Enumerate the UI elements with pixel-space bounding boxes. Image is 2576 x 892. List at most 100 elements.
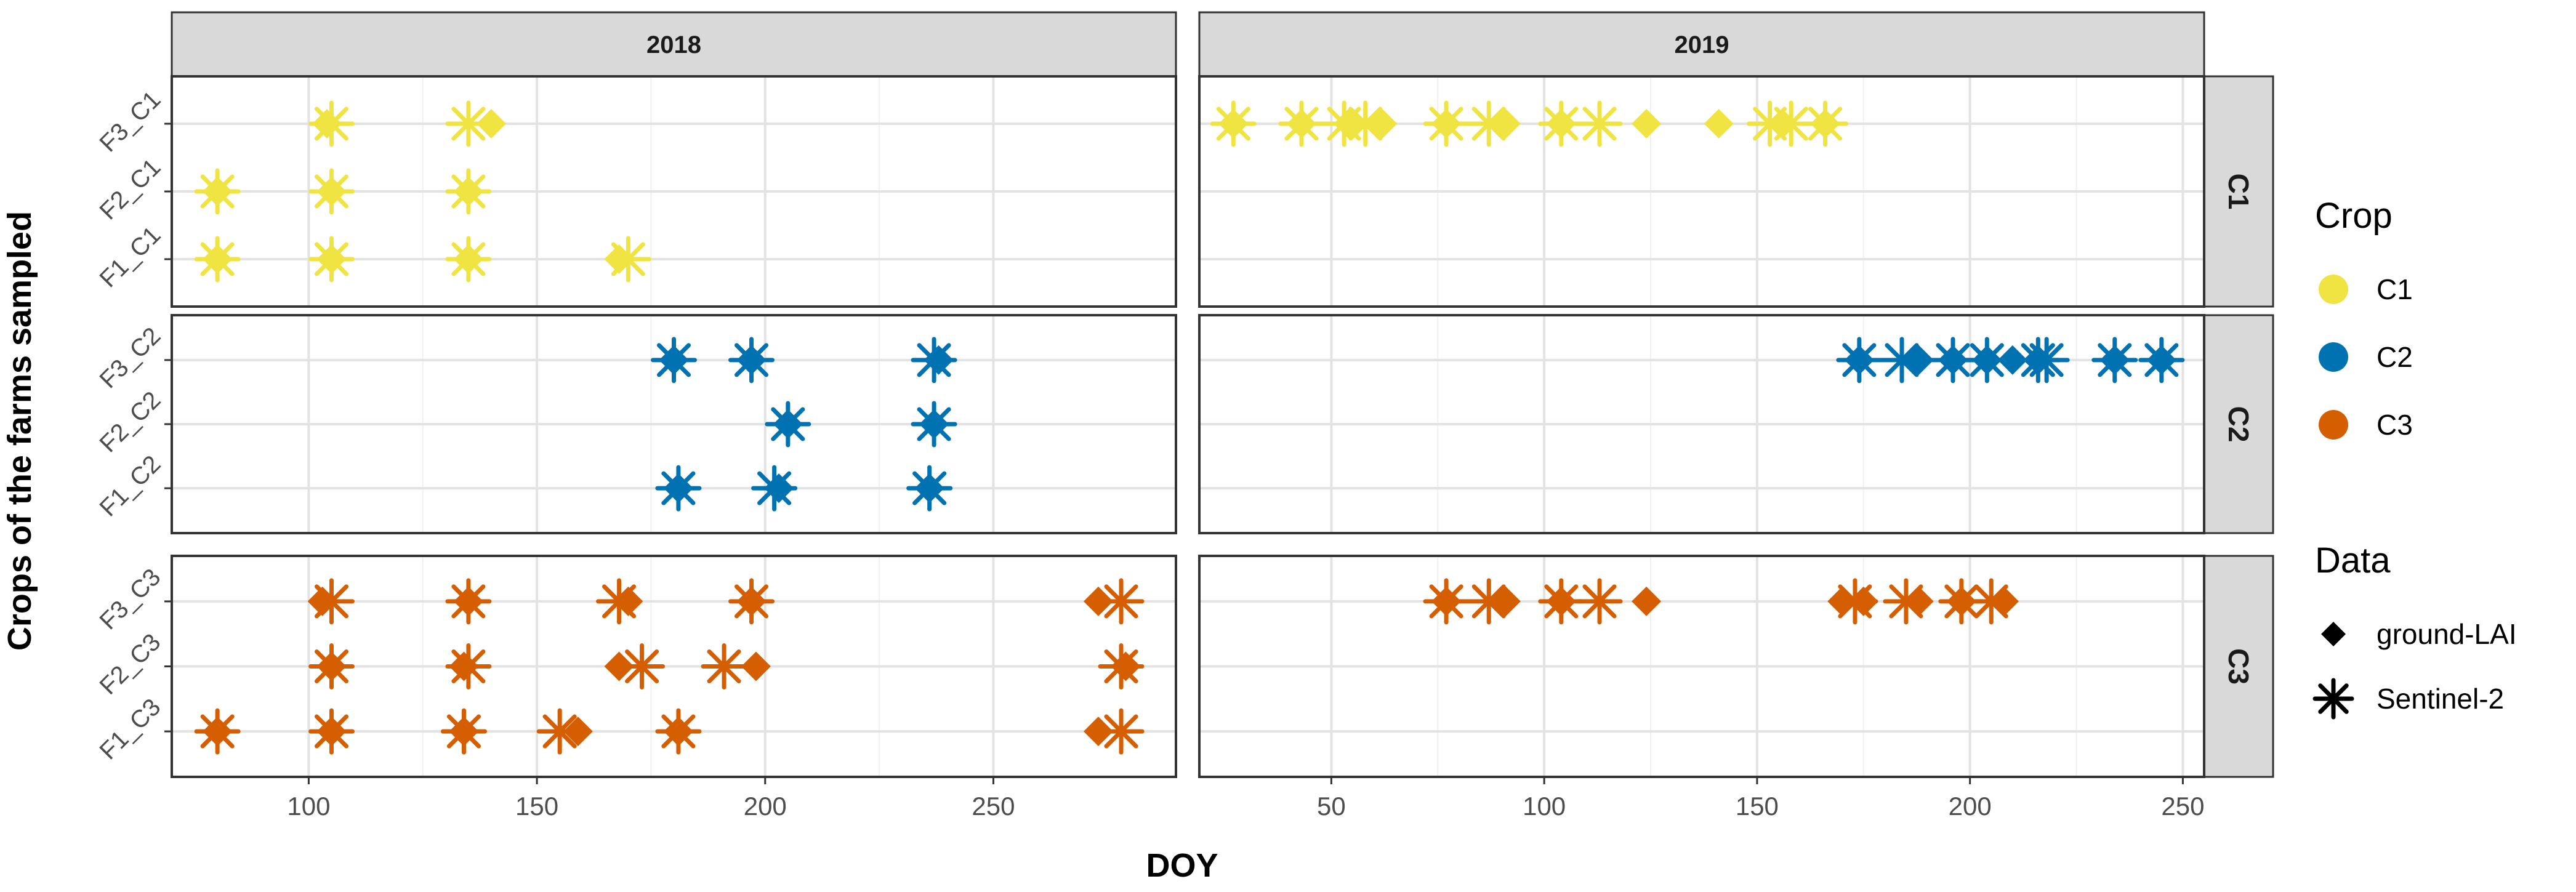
sentinel2-point-F1_C3-2018-181 xyxy=(655,708,702,755)
y-tick-label-F2_C2: F2_C2 xyxy=(94,386,166,457)
sentinel2-point-F3_C1-2018-135 xyxy=(445,100,492,147)
sentinel2-point-F3_C3-2019-104 xyxy=(1538,578,1585,625)
legend-swatch-C2 xyxy=(2319,342,2348,372)
plot-area: 2018 2019C1C2C3F1_C1F2_C1F3_C1F1_C2F2_C2F… xyxy=(94,11,2274,821)
x-tick-label-2019-50: 50 xyxy=(1317,792,1346,821)
sentinel2-point-F3_C2-2019-218 xyxy=(2023,337,2070,384)
legend: Crop C1 C2 C3 Data ground-LAI Sentinel-2 xyxy=(2312,196,2517,720)
sentinel2-point-F3_C2-2018-237 xyxy=(911,337,957,384)
legend-asterisk-icon xyxy=(2312,678,2354,720)
sentinel2-point-F3_C2-2019-174 xyxy=(1836,337,1883,384)
sentinel2-point-F2_C3-2018-135 xyxy=(445,643,492,689)
sentinel2-point-F3_C2-2019-184 xyxy=(1878,337,1925,384)
sentinel2-point-F1_C3-2018-134 xyxy=(440,708,487,755)
panel-border xyxy=(1198,555,2205,778)
sentinel2-point-F1_C3-2018-278 xyxy=(1098,708,1145,755)
sentinel2-point-F1_C1-2018-105 xyxy=(308,236,355,283)
sentinel2-point-F1_C1-2018-170 xyxy=(605,236,651,283)
y-tick-label-F3_C2: F3_C2 xyxy=(94,322,166,393)
ground-lai-point-F2_C3-2018-198 xyxy=(741,651,771,681)
sentinel2-point-F2_C1-2018-80 xyxy=(194,168,241,215)
sentinel2-point-F3_C3-2019-77 xyxy=(1423,578,1470,625)
sentinel2-point-F3_C3-2018-197 xyxy=(728,578,775,625)
sentinel2-point-F1_C1-2018-80 xyxy=(194,236,241,283)
legend-crop-title: Crop xyxy=(2315,196,2393,236)
sentinel2-point-F3_C1-2019-58 xyxy=(1342,100,1389,147)
sentinel2-point-F2_C2-2018-205 xyxy=(765,401,811,448)
sentinel2-point-F2_C1-2018-135 xyxy=(445,168,492,215)
y-axis-title: Crops of the farms sampled xyxy=(1,211,38,651)
sentinel2-point-F1_C1-2018-135 xyxy=(445,236,492,283)
sentinel2-point-F3_C3-2019-205 xyxy=(1968,578,2015,625)
legend-label-C3: C3 xyxy=(2377,409,2413,441)
sentinel2-point-F3_C3-2019-87 xyxy=(1465,578,1512,625)
sentinel2-point-F1_C3-2018-80 xyxy=(194,708,241,755)
panel-2019-C2 xyxy=(1198,314,2205,534)
y-tick-label-F1_C3: F1_C3 xyxy=(94,694,166,765)
data-points xyxy=(194,100,2185,755)
sentinel2-point-F2_C2-2018-237 xyxy=(911,401,957,448)
legend-symbol-ground-LAI xyxy=(2321,622,2346,646)
legend-label-C1: C1 xyxy=(2377,273,2413,305)
sentinel2-point-F3_C1-2019-87 xyxy=(1465,100,1512,147)
sentinel2-point-F2_C3-2018-105 xyxy=(308,643,355,689)
sentinel2-point-F3_C1-2019-113 xyxy=(1576,100,1623,147)
legend-label-Sentinel-2: Sentinel-2 xyxy=(2377,683,2504,715)
sentinel2-point-F3_C3-2018-168 xyxy=(596,578,643,625)
x-tick-label-2018-200: 200 xyxy=(744,792,787,821)
legend-swatch-C3 xyxy=(2319,410,2348,440)
panel-2019-C3 xyxy=(1198,555,2205,778)
sentinel2-point-F3_C1-2019-166 xyxy=(1802,100,1849,147)
strip-label-C1: C1 xyxy=(2223,174,2255,210)
sentinel2-point-F1_C3-2018-155 xyxy=(536,708,583,755)
x-tick-label-2019-150: 150 xyxy=(1736,792,1779,821)
strip-C3 xyxy=(2203,555,2274,778)
strip-label-C3: C3 xyxy=(2223,648,2255,685)
sentinel2-point-F2_C3-2018-191 xyxy=(701,643,747,689)
ground-lai-point-F3_C3-2019-124 xyxy=(1632,586,1662,616)
sentinel2-point-F2_C3-2018-278 xyxy=(1098,643,1145,689)
x-tick-label-2018-250: 250 xyxy=(972,792,1015,821)
y-tick-label-F2_C1: F2_C1 xyxy=(94,153,166,225)
x-tick-label-2018-150: 150 xyxy=(515,792,558,821)
strip-2018 xyxy=(171,11,1177,78)
y-tick-label-F2_C3: F2_C3 xyxy=(94,629,166,700)
y-tick-label-F1_C2: F1_C2 xyxy=(94,451,166,522)
x-tick-label-2019-250: 250 xyxy=(2161,792,2204,821)
sentinel2-point-F3_C3-2018-278 xyxy=(1098,578,1145,625)
sentinel2-point-F1_C2-2018-236 xyxy=(906,465,953,512)
sentinel2-point-F3_C2-2019-204 xyxy=(1963,337,2010,384)
y-tick-label-F1_C1: F1_C1 xyxy=(94,221,166,292)
strip-C2 xyxy=(2203,314,2274,534)
sentinel2-point-F3_C1-2019-27 xyxy=(1210,100,1257,147)
sentinel2-point-F1_C2-2018-181 xyxy=(655,465,702,512)
legend-swatch-C1 xyxy=(2319,275,2348,304)
x-tick-label-2018-100: 100 xyxy=(287,792,330,821)
sentinel2-point-F2_C3-2018-173 xyxy=(619,643,666,689)
sentinel2-point-F3_C2-2019-234 xyxy=(2091,337,2138,384)
sentinel2-point-F3_C1-2019-43 xyxy=(1278,100,1325,147)
legend-label-C2: C2 xyxy=(2377,341,2413,373)
x-tick-label-2019-100: 100 xyxy=(1523,792,1566,821)
panel-2019-C1 xyxy=(1198,75,2205,308)
y-tick-label-F3_C1: F3_C1 xyxy=(94,86,166,157)
sentinel2-point-F3_C3-2019-113 xyxy=(1576,578,1623,625)
panel-border xyxy=(1198,75,2205,308)
strip-label-2019: 2019 xyxy=(1675,31,1729,58)
ground-lai-point-F3_C2-2019-210 xyxy=(1997,345,2027,375)
sentinel2-point-F3_C1-2018-105 xyxy=(308,100,355,147)
sentinel2-point-F3_C1-2019-104 xyxy=(1538,100,1585,147)
sentinel2-point-F3_C3-2018-135 xyxy=(445,578,492,625)
sentinel2-point-F3_C2-2019-245 xyxy=(2138,337,2185,384)
sentinel2-point-F2_C1-2018-105 xyxy=(308,168,355,215)
ground-lai-point-F3_C1-2019-124 xyxy=(1632,109,1662,139)
sentinel2-point-F3_C2-2018-197 xyxy=(728,337,775,384)
legend-label-ground-LAI: ground-LAI xyxy=(2377,618,2517,650)
strip-2019 xyxy=(1198,11,2205,78)
legend-data-title: Data xyxy=(2315,540,2391,581)
legend-symbol-Sentinel-2 xyxy=(2312,678,2354,720)
x-axis-title: DOY xyxy=(1146,847,1218,884)
sentinel2-point-F3_C1-2019-77 xyxy=(1423,100,1470,147)
sentinel2-point-F1_C2-2018-202 xyxy=(751,465,798,512)
sentinel2-point-F3_C3-2019-185 xyxy=(1883,578,1930,625)
